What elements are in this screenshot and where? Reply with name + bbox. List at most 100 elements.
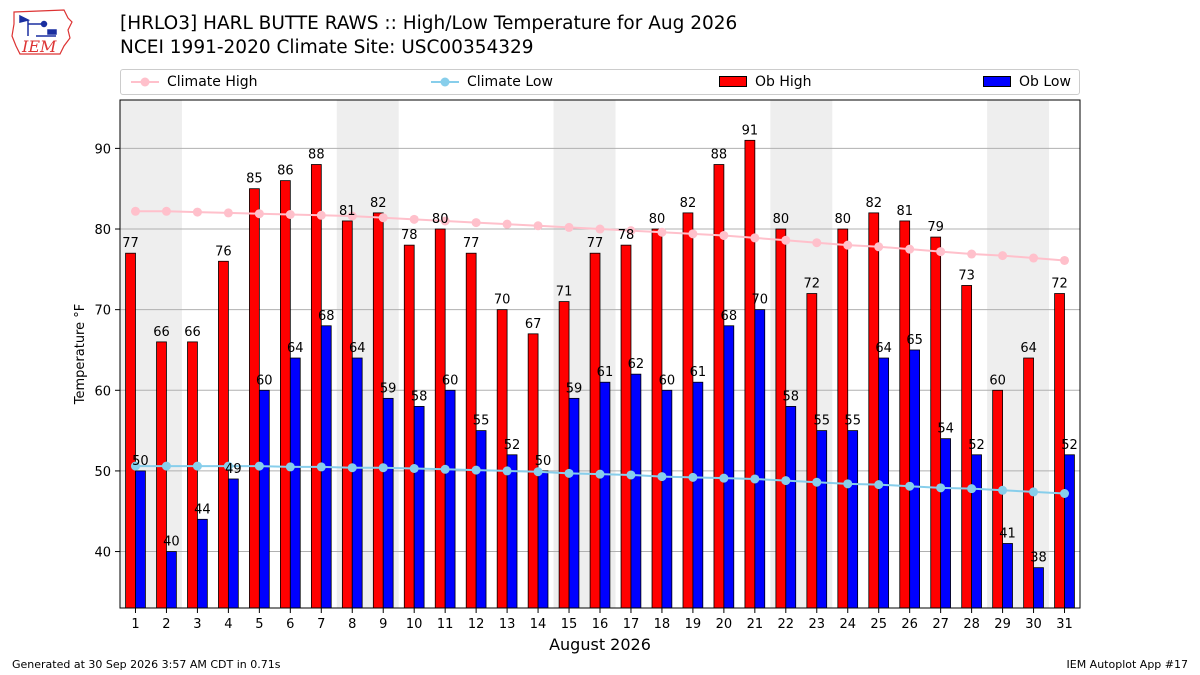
climate-low-point	[688, 472, 698, 482]
ob-high-bar	[341, 220, 353, 609]
climate-low-point	[967, 484, 977, 494]
ob-high-bar	[218, 260, 229, 609]
legend-climate-low: Climate Low	[431, 70, 553, 94]
ob-low-bar	[351, 357, 363, 609]
legend-ob-high: Ob High	[719, 70, 812, 94]
x-tick-label: 17	[623, 617, 640, 632]
ob-high-bar	[434, 228, 446, 609]
y-tick-label: 40	[94, 546, 111, 561]
climate-high-point	[1060, 255, 1070, 265]
ob-low-value-label: 70	[752, 293, 769, 308]
climate-high-point	[285, 210, 295, 220]
ob-low-value-label: 40	[163, 535, 180, 550]
ob-high-bar	[651, 228, 663, 609]
x-tick-label: 29	[994, 617, 1011, 632]
legend-label: Ob High	[755, 74, 812, 90]
ob-high-value-label: 78	[401, 228, 418, 243]
climate-high-point	[440, 216, 450, 226]
x-tick-label: 4	[224, 617, 232, 632]
iem-logo: IEM	[11, 9, 73, 56]
climate-low-point	[409, 464, 419, 474]
x-tick-label: 8	[348, 617, 356, 632]
ob-high-value-label: 76	[215, 244, 232, 259]
legend-label: Climate High	[167, 74, 258, 90]
ob-low-value-label: 44	[194, 502, 211, 517]
ob-low-value-label: 64	[287, 341, 304, 356]
chart-title-line1: [HRLO3] HARL BUTTE RAWS :: High/Low Temp…	[120, 13, 738, 34]
ob-high-value-label: 88	[711, 148, 728, 163]
ob-low-bar	[754, 309, 766, 609]
x-tick-label: 3	[193, 617, 201, 632]
ob-high-bar	[249, 188, 260, 609]
climate-low-point	[626, 470, 636, 480]
ob-low-value-label: 50	[535, 454, 552, 469]
ob-low-bar	[289, 357, 301, 609]
ob-low-value-label: 54	[937, 422, 954, 437]
ob-low-bar	[1002, 543, 1013, 609]
chart-legend: Climate High Climate Low Ob High Ob Low	[120, 69, 1080, 95]
ob-high-bar	[992, 389, 1003, 609]
ob-high-value-label: 77	[463, 236, 480, 251]
chart-title: [HRLO3] HARL BUTTE RAWS :: High/Low Temp…	[120, 12, 737, 60]
legend-ob-low: Ob Low	[983, 70, 1071, 94]
x-tick-label: 18	[654, 617, 671, 632]
ob-high-value-label: 81	[896, 204, 913, 219]
climate-low-point	[998, 485, 1008, 495]
climate-high-point	[595, 224, 605, 234]
ob-high-value-label: 81	[339, 204, 356, 219]
ob-low-value-label: 55	[813, 414, 830, 429]
legend-label: Ob Low	[1019, 74, 1071, 90]
climate-low-point	[192, 461, 202, 471]
climate-high-point	[564, 222, 574, 232]
legend-line-marker-icon	[431, 77, 459, 87]
x-tick-label: 2	[162, 617, 170, 632]
ob-low-value-label: 68	[318, 309, 335, 324]
legend-bar-swatch-icon	[719, 76, 747, 87]
x-tick-label: 31	[1056, 617, 1073, 632]
ob-low-value-label: 50	[132, 454, 149, 469]
ob-high-value-label: 71	[556, 285, 573, 300]
ob-high-value-label: 79	[927, 220, 944, 235]
ob-high-bar	[589, 252, 601, 609]
climate-high-point	[812, 238, 822, 248]
x-tick-label: 19	[685, 617, 702, 632]
legend-climate-high: Climate High	[131, 70, 258, 94]
ob-low-value-label: 55	[473, 414, 490, 429]
ob-low-bar	[568, 397, 580, 609]
x-tick-label: 13	[499, 617, 516, 632]
climate-high-point	[254, 209, 264, 219]
ob-high-bar	[744, 139, 756, 609]
climate-high-point	[161, 206, 171, 216]
chart-title-line2: NCEI 1991-2020 Climate Site: USC00354329	[120, 37, 534, 58]
ob-low-bar	[1064, 454, 1075, 609]
climate-high-point	[316, 210, 326, 220]
climate-low-point	[719, 473, 729, 483]
legend-bar-swatch-icon	[983, 76, 1011, 87]
x-tick-label: 24	[839, 617, 856, 632]
ob-high-bar	[465, 252, 477, 609]
ob-low-bar	[444, 389, 456, 609]
ob-high-bar	[280, 180, 291, 609]
ob-high-value-label: 85	[246, 172, 263, 187]
climate-low-point	[564, 468, 574, 478]
climate-high-point	[781, 235, 791, 245]
climate-low-point	[316, 462, 326, 472]
climate-low-point	[161, 461, 171, 471]
climate-low-point	[843, 479, 853, 489]
climate-low-point	[378, 463, 388, 473]
ob-low-bar	[197, 518, 208, 609]
generated-timestamp: Generated at 30 Sep 2026 3:57 AM CDT in …	[12, 658, 281, 671]
ob-low-bar	[382, 397, 394, 609]
ob-high-value-label: 72	[804, 277, 821, 292]
ob-high-value-label: 77	[587, 236, 604, 251]
x-tick-label: 7	[317, 617, 325, 632]
y-tick-label: 70	[94, 304, 111, 319]
ob-low-bar	[599, 381, 611, 609]
ob-high-bar	[496, 309, 508, 609]
climate-low-point	[874, 480, 884, 490]
ob-low-value-label: 61	[597, 365, 614, 380]
ob-high-value-label: 82	[680, 196, 697, 211]
ob-low-value-label: 38	[1030, 551, 1047, 566]
ob-high-value-label: 80	[773, 212, 790, 227]
ob-high-bar	[1023, 357, 1034, 609]
